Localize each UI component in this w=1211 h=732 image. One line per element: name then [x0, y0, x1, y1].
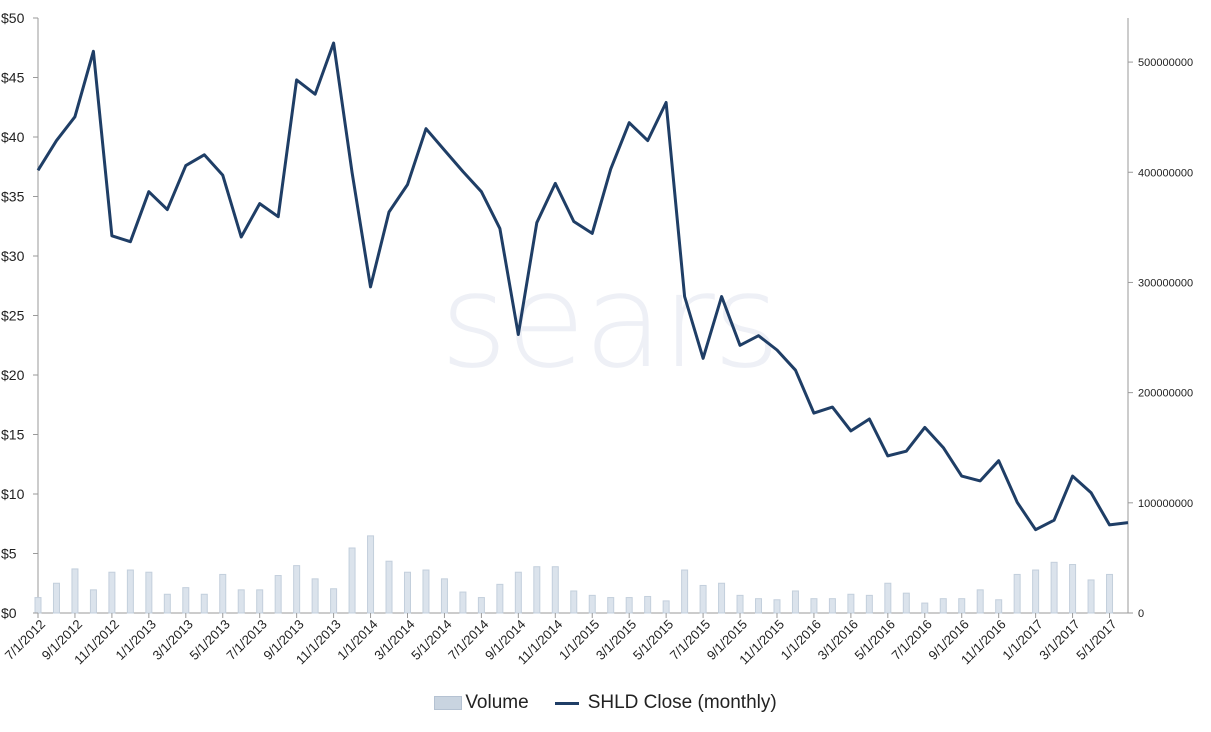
volume-bar	[385, 560, 393, 614]
right-tick-label: 300000000	[1138, 277, 1193, 289]
volume-bar	[958, 598, 966, 614]
volume-bar	[828, 598, 836, 614]
right-tick-label: 0	[1138, 608, 1144, 620]
volume-bar	[1050, 561, 1058, 614]
left-tick-label: $45	[1, 70, 25, 86]
close-line	[36, 41, 1129, 532]
volume-bar	[163, 593, 171, 614]
volume-bar	[367, 535, 375, 614]
left-tick-label: $10	[1, 486, 25, 502]
volume-bar	[126, 569, 134, 614]
volume-bar	[718, 582, 726, 614]
volume-bar	[921, 602, 929, 614]
left-tick-label: $40	[1, 129, 25, 145]
volume-bar	[625, 597, 633, 614]
left-tick-label: $35	[1, 189, 25, 205]
volume-bar	[274, 575, 282, 614]
legend-label-close: SHLD Close (monthly)	[587, 692, 777, 713]
volume-bar	[662, 600, 670, 614]
right-tick-label: 500000000	[1138, 57, 1193, 69]
volume-bar	[108, 571, 116, 614]
volume-bar	[293, 565, 301, 614]
left-tick-label: $20	[1, 367, 25, 383]
volume-bar	[847, 593, 855, 614]
volume-bar	[607, 597, 615, 614]
volume-bar	[403, 571, 411, 614]
volume-bar	[1013, 573, 1021, 614]
volume-bar	[755, 598, 763, 614]
volume-bar	[200, 593, 208, 614]
volume-bar	[939, 598, 947, 614]
axes	[37, 18, 1129, 614]
volume-bar	[976, 589, 984, 614]
volume-bar	[736, 594, 744, 614]
volume-bar	[89, 589, 97, 614]
left-tick-label: $25	[1, 308, 25, 324]
volume-bar	[34, 597, 42, 614]
volume-bar	[570, 590, 578, 614]
volume-bar	[311, 578, 319, 614]
close-series-line	[36, 41, 1129, 532]
legend-label-volume: Volume	[465, 692, 529, 713]
volume-bar	[884, 582, 892, 614]
volume-bar	[459, 591, 467, 614]
left-tick-label: $15	[1, 427, 25, 443]
volume-bar	[182, 587, 190, 614]
volume-bar	[810, 598, 818, 614]
left-tick-label: $5	[1, 546, 17, 562]
volume-bar	[588, 594, 596, 614]
volume-bar	[514, 571, 522, 614]
x-tick-label: 5/1/2017	[1073, 617, 1119, 663]
volume-bar	[145, 571, 153, 614]
volume-bar	[1106, 573, 1114, 614]
legend-item-volume: Volume	[434, 692, 529, 714]
volume-bar	[681, 569, 689, 614]
volume-swatch	[434, 696, 463, 710]
legend-item-close: SHLD Close (monthly)	[554, 692, 777, 714]
right-tick-label: 400000000	[1138, 167, 1193, 179]
volume-bar	[1069, 564, 1077, 614]
volume-bar	[237, 589, 245, 614]
volume-bar	[865, 594, 873, 614]
volume-bar	[496, 583, 504, 614]
volume-bar	[791, 590, 799, 614]
volume-bar	[71, 568, 79, 614]
volume-bar	[422, 569, 430, 614]
x-axis-tick-labels: 7/1/20129/1/201211/1/20121/1/20133/1/201…	[2, 613, 1120, 667]
volume-bar	[551, 566, 559, 614]
volume-bar	[330, 588, 338, 614]
volume-bar	[1087, 579, 1095, 614]
right-axis-tick-labels: 0 100000000 200000000 300000000 400000000 500…	[1128, 57, 1193, 620]
volume-bar	[219, 573, 227, 614]
volume-bars	[34, 535, 1114, 614]
close-swatch	[554, 701, 579, 705]
right-tick-label: 200000000	[1138, 388, 1193, 400]
volume-bar	[1032, 569, 1040, 614]
volume-bar	[995, 599, 1003, 614]
left-tick-label: $0	[1, 605, 17, 621]
volume-bar	[902, 592, 910, 614]
volume-bar	[773, 599, 781, 614]
volume-bar	[256, 589, 264, 614]
volume-bar	[440, 578, 448, 614]
volume-bar	[533, 566, 541, 614]
left-axis-tick-labels: $0 $5 $10 $15 $20 $25 $30 $35 $40 $45 $50	[1, 10, 38, 621]
right-tick-label: 100000000	[1138, 498, 1193, 510]
left-tick-label: $30	[1, 248, 25, 264]
legend: Volume SHLD Close (monthly)	[0, 692, 1211, 714]
volume-bar	[348, 547, 356, 614]
volume-bar	[699, 584, 707, 614]
volume-bar	[52, 582, 60, 614]
volume-bar	[477, 597, 485, 614]
left-tick-label: $50	[1, 10, 25, 26]
volume-bar	[644, 595, 652, 614]
